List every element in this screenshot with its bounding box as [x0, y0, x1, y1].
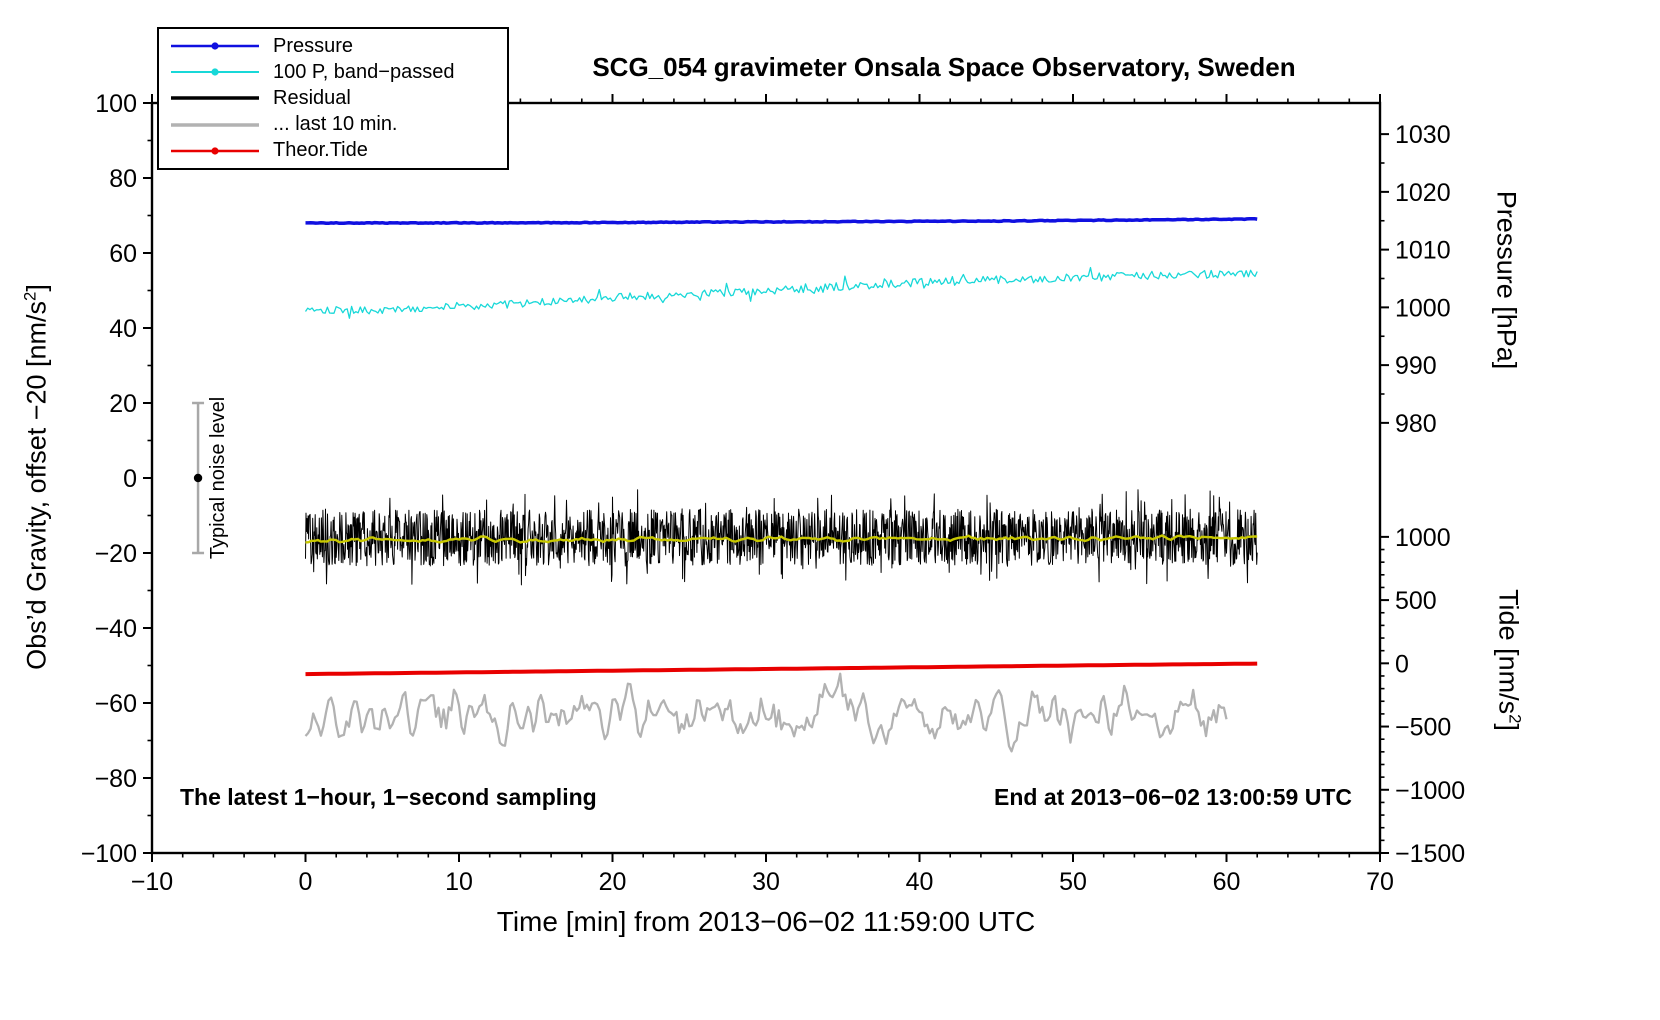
pressure-axis-label: Pressure [hPa] — [1491, 190, 1522, 370]
left-tick-label: 80 — [109, 165, 137, 193]
legend-sample-line — [171, 42, 259, 50]
pressure-tick-label: 1020 — [1395, 179, 1451, 207]
x-tick-label: 0 — [299, 868, 313, 896]
x-tick-label: −10 — [131, 868, 173, 896]
left-tick-label: 60 — [109, 240, 137, 268]
x-tick-label: 40 — [906, 868, 934, 896]
series-residual-last-10-min — [304, 672, 1228, 753]
tide-tick-label: 1000 — [1395, 524, 1451, 552]
pressure-tick-label: 980 — [1395, 410, 1437, 438]
legend-label: ... last 10 min. — [273, 113, 398, 136]
legend-sample-dot — [211, 42, 219, 50]
chart-title: SCG_054 gravimeter Onsala Space Observat… — [592, 52, 1296, 82]
left-axis-label: Obs’d Gravity, offset −20 [nm/s2] — [20, 284, 53, 670]
x-tick-label: 20 — [599, 868, 627, 896]
sampling-note: The latest 1−hour, 1−second sampling — [180, 784, 597, 810]
legend-item-pressure: Pressure — [159, 33, 507, 59]
pressure-tick-label: 1000 — [1395, 294, 1451, 322]
tide-axis-label-sup: 2 — [1505, 714, 1525, 724]
legend-label: Residual — [273, 86, 351, 109]
noise-bar-label: Typical noise level — [207, 397, 229, 559]
x-tick-label: 60 — [1213, 868, 1241, 896]
series-theoretical-tide — [305, 661, 1258, 677]
series-pressure-bandpassed-x100 — [304, 266, 1258, 319]
legend-sample-line — [171, 68, 259, 76]
tide-tick-label: −500 — [1395, 714, 1451, 742]
noise-bar-dot — [193, 473, 203, 483]
left-tick-label: 20 — [109, 390, 137, 418]
left-tick-label: 0 — [123, 465, 137, 493]
legend-sample-dot — [211, 68, 219, 76]
legend-sample-line — [171, 122, 259, 127]
left-axis-label-text: Obs’d Gravity, offset −20 [nm/s — [21, 300, 52, 670]
left-tick-label: −100 — [81, 840, 137, 868]
tide-tick-label: 0 — [1395, 650, 1409, 678]
left-tick-label: −60 — [95, 690, 137, 718]
plot-frame — [150, 101, 1382, 855]
left-axis-label-sup: 2 — [20, 291, 40, 301]
pressure-tick-label: 1010 — [1395, 237, 1451, 265]
tide-axis-label-close: ] — [1493, 723, 1524, 731]
x-tick-label: 50 — [1059, 868, 1087, 896]
legend-item-last-10-min: ... last 10 min. — [159, 112, 507, 138]
legend-label: Pressure — [273, 34, 354, 57]
end-time-note: End at 2013−06−02 13:00:59 UTC — [994, 784, 1352, 810]
tide-tick-label: −1500 — [1395, 840, 1465, 868]
pressure-tick-label: 990 — [1395, 352, 1437, 380]
legend-sample-line — [171, 96, 259, 101]
left-axis-label-close: ] — [21, 284, 52, 292]
pressure-tick-label: 1030 — [1395, 121, 1451, 149]
legend-label: 100 P, band−passed — [273, 60, 455, 83]
chart-legend: Pressure 100 P, band−passed Residual ... la… — [157, 27, 509, 170]
x-axis-label: Time [min] from 2013−06−02 11:59:00 UTC — [496, 906, 1036, 937]
x-tick-label: 30 — [752, 868, 780, 896]
legend-sample-line — [171, 147, 259, 155]
left-tick-label: −80 — [95, 765, 137, 793]
x-tick-label: 70 — [1366, 868, 1394, 896]
left-tick-label: −40 — [95, 615, 137, 643]
legend-item-residual: Residual — [159, 85, 507, 111]
tide-tick-label: −1000 — [1395, 777, 1465, 805]
x-tick-label: 10 — [445, 868, 473, 896]
series-pressure — [305, 217, 1258, 226]
left-tick-label: −20 — [95, 540, 137, 568]
left-tick-label: 100 — [95, 90, 137, 118]
tide-tick-label: 500 — [1395, 587, 1437, 615]
legend-sample-dot — [211, 147, 219, 155]
tide-axis-label: Tide [nm/s2] — [1493, 589, 1525, 731]
tide-axis-label-text: Tide [nm/s — [1493, 589, 1524, 715]
legend-label: Theor.Tide — [273, 139, 368, 162]
left-tick-label: 40 — [109, 315, 137, 343]
legend-item-theor-tide: Theor.Tide — [159, 138, 507, 164]
legend-item-100-p-band-passed: 100 P, band−passed — [159, 59, 507, 85]
series-residual-smoothed — [305, 534, 1258, 544]
series-residual — [305, 489, 1258, 586]
